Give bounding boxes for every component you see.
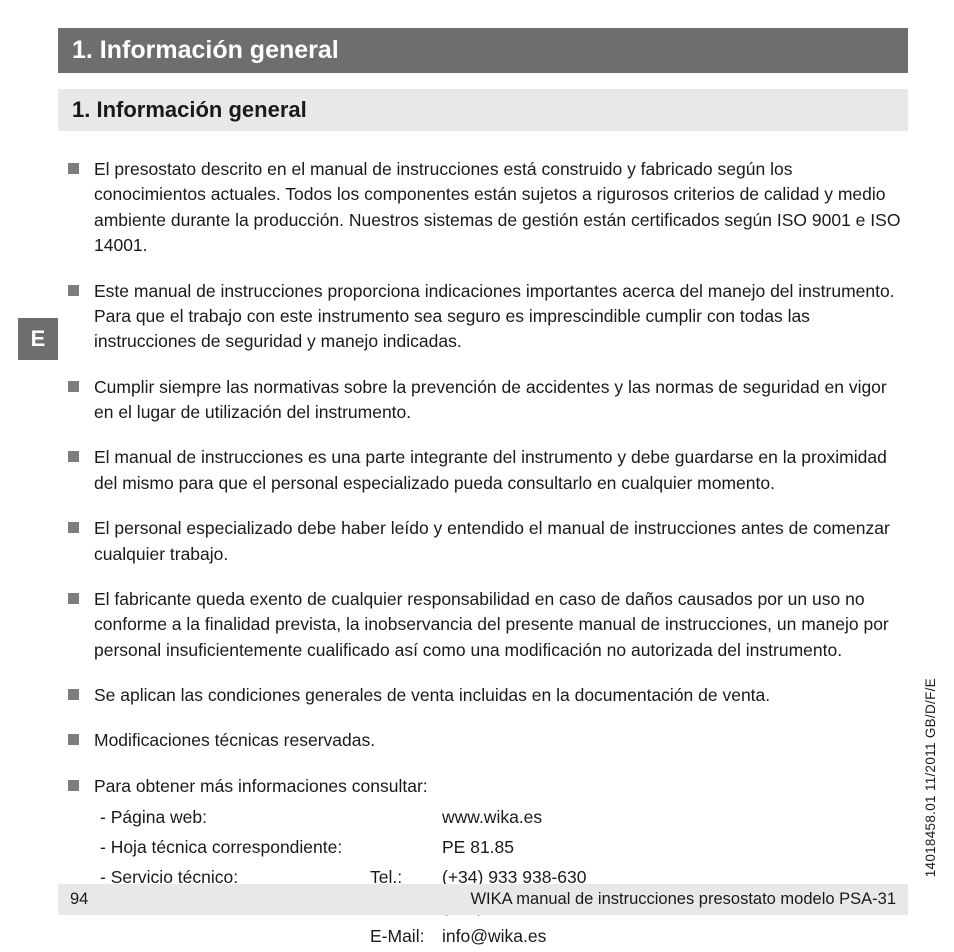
info-label: - Hoja técnica correspondiente:: [100, 833, 370, 863]
list-item-text: Para obtener más informaciones consultar…: [94, 776, 428, 796]
info-sublabel: E-Mail:: [370, 922, 442, 952]
section-subtitle-bar: 1. Información general: [58, 89, 908, 131]
list-item: El personal especializado debe haber leí…: [66, 516, 908, 567]
info-label: [100, 922, 370, 952]
list-item: El manual de instrucciones es una parte …: [66, 445, 908, 496]
list-item: Modificaciones técnicas reservadas.: [66, 728, 908, 753]
page-footer: 94 WIKA manual de instrucciones presosta…: [58, 884, 908, 915]
info-value: www.wika.es: [442, 803, 542, 833]
list-item: El presostato descrito en el manual de i…: [66, 157, 908, 259]
contact-info-table: - Página web: www.wika.es - Hoja técnica…: [100, 803, 908, 952]
list-item: Cumplir siempre las normativas sobre la …: [66, 375, 908, 426]
table-row: - Hoja técnica correspondiente: PE 81.85: [100, 833, 908, 863]
list-item: Para obtener más informaciones consultar…: [66, 774, 908, 952]
info-label: - Página web:: [100, 803, 370, 833]
list-item: El fabricante queda exento de cualquier …: [66, 587, 908, 663]
info-value: PE 81.85: [442, 833, 514, 863]
page-number: 94: [70, 890, 88, 909]
info-sublabel: [370, 803, 442, 833]
bullet-list: El presostato descrito en el manual de i…: [58, 157, 908, 952]
list-item: Se aplican las condiciones generales de …: [66, 683, 908, 708]
document-reference-vertical: 14018458.01 11/2011 GB/D/F/E: [923, 678, 938, 877]
list-item: Este manual de instrucciones proporciona…: [66, 279, 908, 355]
info-sublabel: [370, 833, 442, 863]
table-row: - Página web: www.wika.es: [100, 803, 908, 833]
table-row: E-Mail: info@wika.es: [100, 922, 908, 952]
page-title-bar: 1. Información general: [58, 28, 908, 73]
page-content: 1. Información general 1. Información ge…: [58, 28, 908, 952]
info-value: info@wika.es: [442, 922, 546, 952]
language-tab: E: [18, 318, 58, 360]
footer-doc-title: WIKA manual de instrucciones presostato …: [470, 890, 896, 909]
